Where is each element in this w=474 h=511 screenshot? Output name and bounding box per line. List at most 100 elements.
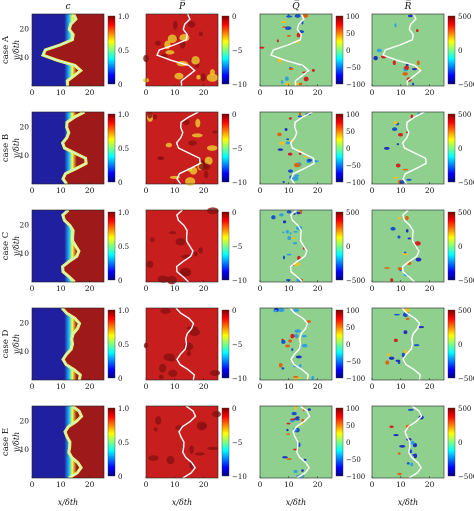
pressure-blob (187, 21, 196, 28)
flame-front (289, 209, 308, 283)
panel-R-3: 0 10 20 500 0 −500 (370, 209, 474, 293)
invariant-blob (292, 176, 299, 181)
pressure-blob (198, 247, 203, 254)
pressure-blob (191, 56, 200, 65)
invariant-blob (301, 469, 304, 472)
colorbar-tick-label: −500 (346, 277, 365, 285)
invariant-blob (418, 325, 425, 329)
invariant-blob (398, 132, 403, 137)
colorbar-tick-label: 500 (458, 209, 471, 217)
colorbar (447, 309, 456, 379)
invariant-blob (404, 65, 410, 70)
colorbar-tick-label: 0 (232, 209, 236, 217)
x-tick-label: 10 (284, 186, 294, 195)
pressure-blob (172, 20, 178, 30)
panel-R-5: 0 10 20 500 0 −500 x/δth (370, 405, 474, 507)
invariant-blob (390, 226, 396, 231)
invariant-blob (282, 255, 286, 260)
flame-front (289, 111, 315, 185)
colorbar-tick-label: 50 (346, 30, 355, 38)
invariant-blob (278, 363, 283, 368)
flame-front (156, 13, 196, 87)
colorbar-tick-label: 0 (458, 47, 462, 55)
panel-c-4: 0 10 20 20 10 1.0 0.5 0 (19, 306, 129, 391)
pressure-blob (157, 275, 169, 283)
x-tick-label: 0 (370, 284, 375, 293)
panel-frame (371, 209, 445, 283)
invariant-blob (296, 211, 301, 215)
x-axis-label: x/δth (398, 498, 418, 507)
invariant-blob (297, 442, 301, 448)
field (372, 406, 444, 478)
invariant-blob (393, 120, 398, 125)
invariant-blob (285, 82, 291, 86)
invariant-blob (404, 349, 407, 354)
invariant-blob (280, 80, 284, 84)
invariant-blob (286, 422, 291, 425)
invariant-blob (301, 334, 307, 338)
colorbar (221, 211, 230, 281)
invariant-blob (285, 141, 291, 145)
flame-front (64, 405, 82, 479)
colorbar (221, 113, 230, 183)
x-tick-label: 0 (30, 284, 35, 293)
colorbar-tick-label: 0 (118, 473, 122, 481)
invariant-blob (387, 353, 391, 357)
x-tick-label: 20 (425, 88, 435, 97)
pressure-blob (165, 142, 173, 148)
colorbar (107, 309, 116, 379)
panel-frame (259, 405, 333, 479)
invariant-blob (416, 29, 419, 33)
invariant-blob (385, 360, 390, 365)
invariant-blob (406, 462, 410, 465)
colorbar-tick-label: 0 (346, 341, 350, 349)
x-tick-label: 20 (85, 382, 95, 391)
invariant-blob (282, 231, 285, 234)
x-tick-label: 20 (313, 186, 323, 195)
invariant-blob (291, 411, 297, 416)
invariant-blob (306, 158, 313, 162)
invariant-blob (298, 152, 302, 155)
invariant-blob (408, 14, 413, 18)
invariant-blob (407, 408, 414, 411)
invariant-blob (289, 67, 294, 71)
invariant-blob (281, 20, 287, 24)
x-tick-label: 20 (85, 186, 95, 195)
colorbar (447, 407, 456, 477)
invariant-blob (405, 215, 409, 221)
pressure-blob (168, 369, 178, 377)
column-title: P̅ (178, 0, 186, 12)
y-axis-label: y/δth (12, 334, 21, 355)
pressure-blob (200, 73, 206, 82)
panel-Q-4: 0 10 20 100 50 0 −50 −100 (258, 307, 366, 391)
flame-front (62, 111, 87, 185)
colorbar-tick-label: 0 (232, 111, 236, 119)
flame-front (401, 111, 427, 185)
colorbar (447, 113, 456, 183)
invariant-blob (389, 425, 394, 429)
x-tick-label: 0 (258, 480, 263, 489)
invariant-blob (281, 339, 286, 344)
pressure-blob (212, 130, 218, 134)
colorbar-tick-label: −10 (232, 277, 247, 285)
invariant-blob (298, 112, 302, 116)
field (372, 210, 444, 282)
invariant-blob (402, 253, 408, 256)
pressure-blob (158, 374, 164, 380)
panel-frame (371, 405, 445, 479)
invariant-blob (307, 408, 311, 411)
panel-frame (259, 111, 333, 185)
field (260, 308, 332, 380)
x-tick-label: 20 (425, 284, 435, 293)
invariant-blob (304, 155, 308, 158)
invariant-blob (390, 278, 394, 282)
invariant-blob (276, 39, 279, 43)
x-tick-label: 10 (170, 382, 180, 391)
invariant-blob (397, 235, 401, 239)
colorbar-tick-label: −50 (346, 358, 361, 366)
invariant-blob (294, 174, 300, 177)
colorbar (335, 211, 344, 281)
invariant-blob (282, 456, 288, 459)
invariant-blob (313, 160, 319, 163)
pressure-blob (157, 156, 165, 160)
